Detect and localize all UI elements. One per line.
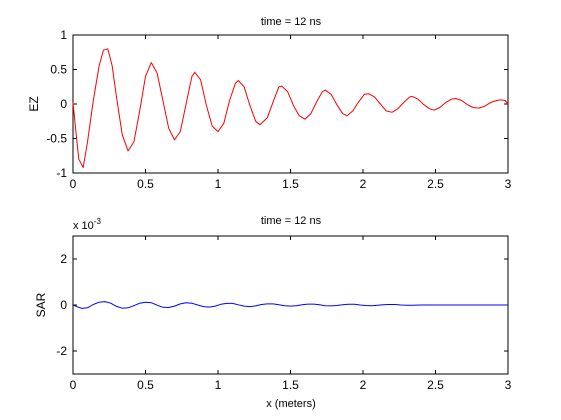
sar-x-tick-label: 0 bbox=[70, 378, 77, 392]
ez-y-axis-label: EZ bbox=[27, 96, 41, 111]
ez-axes: time = 12 ns 0 0.5 1 1.5 2 2.5 3 -1 -0.5 0 0.5 1 E… bbox=[27, 16, 512, 191]
sar-x-tick-label: 2 bbox=[360, 378, 367, 392]
sar-exponent-power: -3 bbox=[94, 217, 102, 226]
sar-x-tick-label: 3 bbox=[505, 378, 512, 392]
sar-x-tick-label: 1.5 bbox=[282, 378, 299, 392]
ez-x-tick-label: 3 bbox=[505, 177, 512, 191]
sar-series bbox=[72, 301, 508, 309]
sar-y-axis-label: SAR bbox=[34, 292, 48, 317]
ez-x-tick-label: 0.5 bbox=[137, 177, 154, 191]
ez-series bbox=[72, 48, 509, 168]
ez-x-tick-label: 0 bbox=[70, 177, 77, 191]
sar-x-tick-label: 0.5 bbox=[137, 378, 154, 392]
ez-y-tick-label: 0 bbox=[60, 97, 67, 111]
ez-y-tick-label: 0.5 bbox=[50, 63, 67, 77]
sar-y-tick-label: -2 bbox=[56, 344, 67, 358]
sar-series-line bbox=[72, 301, 508, 309]
ez-y-tick-label: -1 bbox=[56, 166, 67, 180]
ez-plot-area bbox=[72, 34, 509, 174]
sar-exponent-base: x 10 bbox=[73, 220, 94, 232]
ez-x-ticks: 0 0.5 1 1.5 2 2.5 3 bbox=[70, 35, 512, 191]
ez-x-tick-label: 2.5 bbox=[427, 177, 444, 191]
sar-y-tick-label: 0 bbox=[60, 298, 67, 312]
ez-y-ticks: -1 -0.5 0 0.5 1 bbox=[46, 28, 508, 180]
ez-x-tick-label: 1.5 bbox=[282, 177, 299, 191]
sar-x-tick-label: 1 bbox=[215, 378, 222, 392]
sar-y-tick-label: 2 bbox=[60, 252, 67, 266]
ez-title: time = 12 ns bbox=[261, 16, 322, 28]
ez-y-tick-label: -0.5 bbox=[46, 132, 67, 146]
sar-x-ticks: 0 0.5 1 1.5 2 2.5 3 bbox=[70, 236, 512, 392]
sar-x-tick-label: 2.5 bbox=[427, 378, 444, 392]
sar-exponent-label: x 10-3 bbox=[73, 217, 101, 232]
sar-title: time = 12 ns bbox=[261, 215, 322, 227]
ez-x-tick-label: 2 bbox=[360, 177, 367, 191]
ez-y-tick-label: 1 bbox=[60, 28, 67, 42]
ez-x-tick-label: 1 bbox=[215, 177, 222, 191]
sar-axes: time = 12 ns x 10-3 0 0.5 1 1.5 2 2.5 3 -2 0 2 S… bbox=[34, 215, 512, 410]
sar-x-axis-label: x (meters) bbox=[266, 398, 316, 410]
ez-series-line bbox=[72, 48, 509, 168]
